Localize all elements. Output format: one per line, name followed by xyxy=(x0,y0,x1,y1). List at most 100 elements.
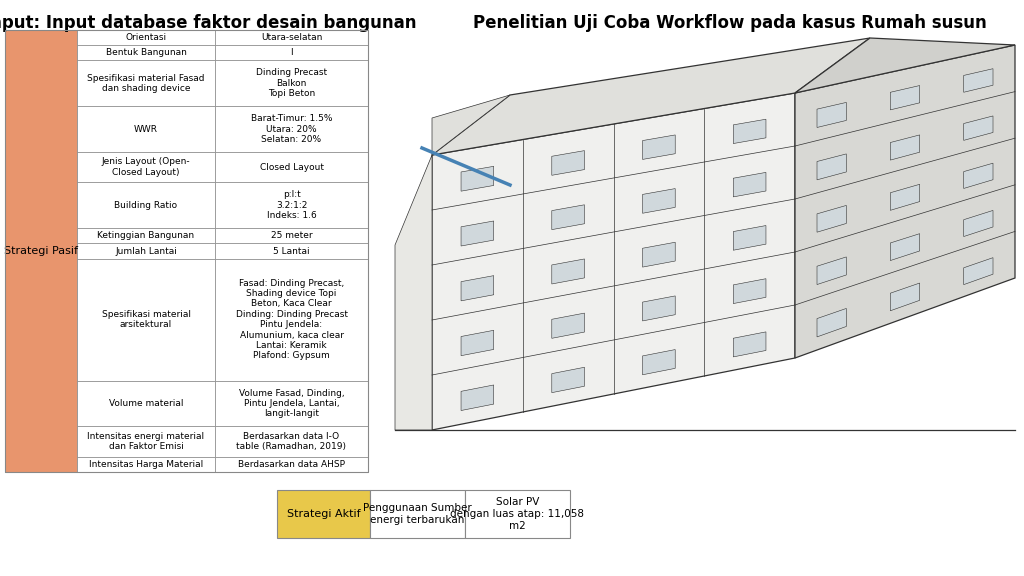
Text: Intensitas Harga Material: Intensitas Harga Material xyxy=(89,460,203,469)
Bar xyxy=(77,259,215,381)
Bar xyxy=(77,60,215,106)
Bar xyxy=(77,228,215,244)
Text: Spesifikasi material Fasad
dan shading device: Spesifikasi material Fasad dan shading d… xyxy=(87,74,205,93)
Polygon shape xyxy=(733,279,766,304)
Bar xyxy=(5,30,77,472)
Bar xyxy=(5,30,368,472)
Bar xyxy=(77,106,215,152)
Polygon shape xyxy=(642,350,675,375)
Text: Jenis Layout (Open-
Closed Layout): Jenis Layout (Open- Closed Layout) xyxy=(101,157,190,177)
Bar xyxy=(215,183,368,228)
Polygon shape xyxy=(817,103,846,127)
Bar xyxy=(278,490,370,538)
Polygon shape xyxy=(552,205,585,230)
Bar xyxy=(215,457,368,472)
Polygon shape xyxy=(552,151,585,175)
Text: Strategi Aktif: Strategi Aktif xyxy=(287,509,360,519)
Polygon shape xyxy=(964,210,993,237)
Text: 25 meter: 25 meter xyxy=(270,231,312,240)
Text: Orientasi: Orientasi xyxy=(125,33,167,42)
Polygon shape xyxy=(890,86,920,110)
Polygon shape xyxy=(733,332,766,357)
Polygon shape xyxy=(733,119,766,143)
Text: Building Ratio: Building Ratio xyxy=(115,201,177,210)
Polygon shape xyxy=(964,163,993,188)
Bar xyxy=(465,490,570,538)
Text: Input: Input database faktor desain bangunan: Input: Input database faktor desain bang… xyxy=(0,14,416,32)
Polygon shape xyxy=(890,283,920,311)
Text: Penelitian Uji Coba Workflow pada kasus Rumah susun: Penelitian Uji Coba Workflow pada kasus … xyxy=(473,14,987,32)
Text: Volume material: Volume material xyxy=(109,399,183,408)
Polygon shape xyxy=(642,296,675,321)
Bar xyxy=(215,152,368,183)
Polygon shape xyxy=(817,308,846,337)
Bar xyxy=(77,152,215,183)
Text: Spesifikasi material
arsitektural: Spesifikasi material arsitektural xyxy=(101,310,190,329)
Bar xyxy=(215,259,368,381)
Text: Volume Fasad, Dinding,
Pintu Jendela, Lantai,
langit-langit: Volume Fasad, Dinding, Pintu Jendela, La… xyxy=(239,389,344,418)
Text: Berdasarkan data AHSP: Berdasarkan data AHSP xyxy=(238,460,345,469)
Bar xyxy=(215,244,368,259)
Bar xyxy=(77,381,215,426)
Polygon shape xyxy=(890,184,920,210)
Polygon shape xyxy=(432,95,510,155)
Polygon shape xyxy=(964,257,993,285)
Bar xyxy=(77,30,215,46)
Polygon shape xyxy=(461,330,494,356)
Polygon shape xyxy=(432,93,795,430)
Bar xyxy=(215,46,368,60)
Polygon shape xyxy=(642,135,675,160)
Text: p:l:t
3.2:1:2
Indeks: 1.6: p:l:t 3.2:1:2 Indeks: 1.6 xyxy=(266,191,316,220)
Polygon shape xyxy=(733,172,766,197)
Polygon shape xyxy=(461,221,494,246)
Bar xyxy=(77,244,215,259)
Bar xyxy=(77,426,215,457)
Bar xyxy=(215,228,368,244)
Polygon shape xyxy=(733,226,766,250)
Polygon shape xyxy=(817,206,846,232)
Text: Utara-selatan: Utara-selatan xyxy=(261,33,323,42)
Text: Barat-Timur: 1.5%
Utara: 20%
Selatan: 20%: Barat-Timur: 1.5% Utara: 20% Selatan: 20… xyxy=(251,114,332,144)
Text: Solar PV
dengan luas atap: 11,058
m2: Solar PV dengan luas atap: 11,058 m2 xyxy=(451,498,585,530)
Polygon shape xyxy=(642,188,675,213)
Text: Jumlah Lantai: Jumlah Lantai xyxy=(115,247,177,256)
Text: Intensitas energi material
dan Faktor Emisi: Intensitas energi material dan Faktor Em… xyxy=(87,432,205,451)
Text: Fasad: Dinding Precast,
Shading device Topi
Beton, Kaca Clear
Dinding: Dinding P: Fasad: Dinding Precast, Shading device T… xyxy=(236,279,347,361)
Text: I: I xyxy=(290,48,293,58)
Polygon shape xyxy=(817,154,846,180)
Polygon shape xyxy=(890,135,920,160)
Text: 5 Lantai: 5 Lantai xyxy=(273,247,310,256)
Polygon shape xyxy=(461,166,494,191)
Text: WWR: WWR xyxy=(134,124,158,134)
Polygon shape xyxy=(432,38,870,155)
Bar xyxy=(215,30,368,46)
Polygon shape xyxy=(795,45,1015,358)
Bar xyxy=(77,457,215,472)
Bar xyxy=(215,60,368,106)
Bar xyxy=(215,426,368,457)
Bar xyxy=(370,490,465,538)
Bar xyxy=(77,46,215,60)
Polygon shape xyxy=(461,385,494,411)
Polygon shape xyxy=(795,38,1015,93)
Polygon shape xyxy=(964,116,993,141)
Polygon shape xyxy=(890,234,920,260)
Text: Ketinggian Bangunan: Ketinggian Bangunan xyxy=(97,231,195,240)
Bar xyxy=(215,381,368,426)
Polygon shape xyxy=(642,242,675,267)
Text: Penggunaan Sumber
energi terbarukan: Penggunaan Sumber energi terbarukan xyxy=(364,503,472,525)
Polygon shape xyxy=(964,69,993,92)
Text: Berdasarkan data I-O
table (Ramadhan, 2019): Berdasarkan data I-O table (Ramadhan, 20… xyxy=(237,432,346,451)
Polygon shape xyxy=(817,257,846,285)
Text: Closed Layout: Closed Layout xyxy=(259,162,324,172)
Text: Dinding Precast
Balkon
Topi Beton: Dinding Precast Balkon Topi Beton xyxy=(256,69,327,98)
Bar xyxy=(215,106,368,152)
Polygon shape xyxy=(395,155,432,430)
Text: Strategi Pasif: Strategi Pasif xyxy=(4,246,78,256)
Text: Bentuk Bangunan: Bentuk Bangunan xyxy=(105,48,186,58)
Bar xyxy=(77,183,215,228)
Polygon shape xyxy=(552,259,585,284)
Polygon shape xyxy=(552,367,585,393)
Polygon shape xyxy=(552,313,585,338)
Polygon shape xyxy=(461,276,494,301)
